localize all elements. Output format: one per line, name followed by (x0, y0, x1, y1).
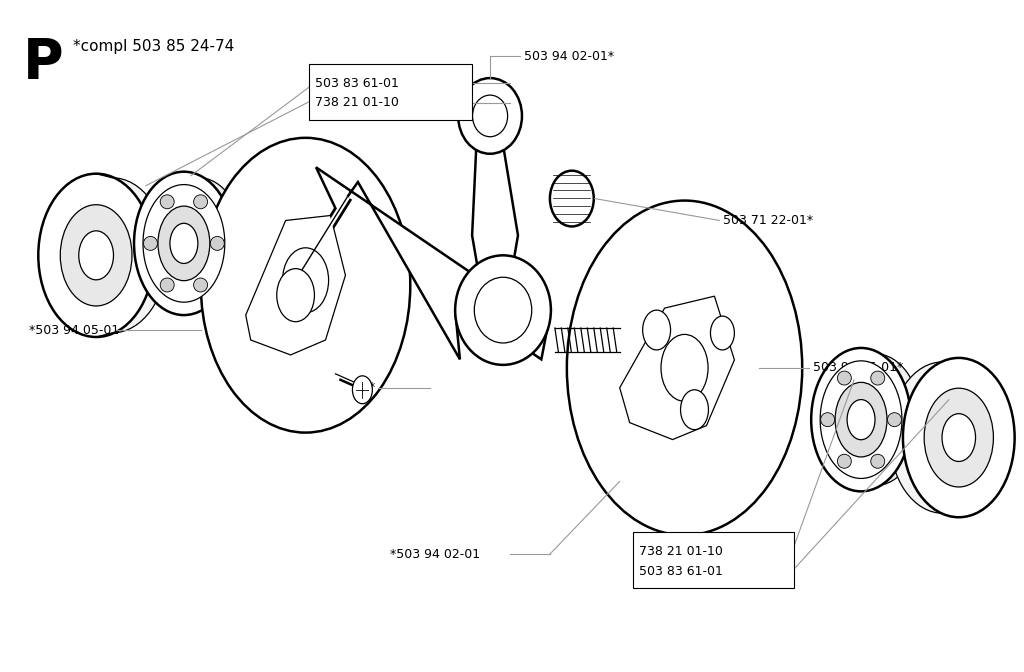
Ellipse shape (472, 95, 508, 136)
Text: *503 94 05-01: *503 94 05-01 (30, 323, 120, 337)
Circle shape (194, 278, 208, 292)
Ellipse shape (170, 223, 198, 263)
Text: 503 94 05-01*: 503 94 05-01* (813, 362, 903, 374)
Ellipse shape (134, 171, 233, 315)
Text: 503 71 22-01*: 503 71 22-01* (723, 214, 813, 227)
Ellipse shape (711, 316, 734, 350)
Text: *503 94 02-01: *503 94 02-01 (390, 548, 480, 560)
Ellipse shape (352, 376, 373, 404)
Ellipse shape (158, 206, 210, 281)
Polygon shape (620, 296, 734, 439)
Ellipse shape (143, 185, 225, 302)
Circle shape (870, 371, 885, 385)
Text: 738 21 01-10: 738 21 01-10 (314, 97, 398, 110)
Circle shape (838, 454, 851, 468)
Ellipse shape (829, 353, 921, 486)
Ellipse shape (942, 414, 976, 462)
Text: P: P (24, 36, 63, 90)
Circle shape (820, 413, 835, 427)
Polygon shape (517, 266, 551, 360)
Ellipse shape (847, 400, 876, 439)
Polygon shape (246, 216, 345, 355)
FancyBboxPatch shape (308, 64, 472, 120)
Text: 738 21 01-10: 738 21 01-10 (639, 544, 723, 558)
Circle shape (210, 237, 224, 251)
Ellipse shape (643, 310, 671, 350)
Ellipse shape (79, 231, 114, 280)
Ellipse shape (474, 278, 531, 343)
Ellipse shape (890, 362, 996, 513)
Ellipse shape (455, 255, 551, 365)
Ellipse shape (458, 78, 522, 154)
Ellipse shape (681, 390, 709, 429)
Ellipse shape (550, 171, 594, 226)
Circle shape (160, 278, 174, 292)
Text: *: * (369, 381, 375, 394)
Ellipse shape (276, 269, 314, 322)
Ellipse shape (567, 200, 802, 535)
Circle shape (870, 454, 885, 468)
Circle shape (888, 413, 901, 427)
Circle shape (143, 237, 158, 251)
Ellipse shape (38, 173, 154, 337)
Ellipse shape (60, 205, 132, 306)
Ellipse shape (283, 248, 329, 312)
Ellipse shape (57, 178, 167, 333)
Polygon shape (472, 151, 518, 270)
Text: 503 83 61-01: 503 83 61-01 (639, 564, 723, 577)
Text: 503 83 61-01: 503 83 61-01 (314, 77, 398, 89)
Ellipse shape (903, 358, 1015, 517)
Ellipse shape (152, 177, 244, 309)
Text: *compl 503 85 24-74: *compl 503 85 24-74 (73, 39, 234, 54)
Circle shape (160, 195, 174, 209)
Ellipse shape (201, 138, 411, 433)
Ellipse shape (662, 335, 708, 401)
Ellipse shape (811, 348, 911, 491)
Ellipse shape (924, 388, 993, 487)
Polygon shape (316, 167, 470, 360)
Ellipse shape (836, 382, 887, 457)
FancyBboxPatch shape (633, 532, 795, 588)
Circle shape (838, 371, 851, 385)
Text: 503 94 02-01*: 503 94 02-01* (524, 50, 614, 62)
Ellipse shape (820, 361, 902, 478)
Circle shape (194, 195, 208, 209)
